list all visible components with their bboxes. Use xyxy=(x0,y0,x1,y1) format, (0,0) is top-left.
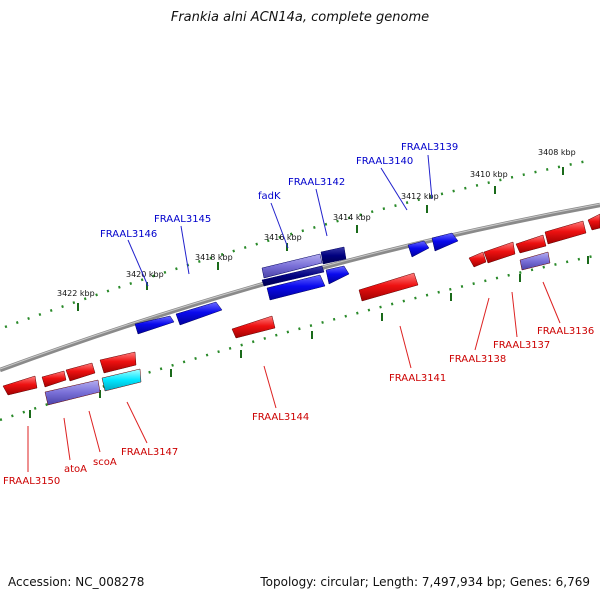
accession-text: Accession: NC_008278 xyxy=(8,575,145,589)
gene-arrow-FRAAL3136-b[interactable] xyxy=(544,220,587,245)
scale-label-3414: 3414 kbp xyxy=(333,213,371,222)
gene-arrow-atoA-red[interactable] xyxy=(65,362,96,382)
forward-leader-lines xyxy=(127,154,433,287)
gene-arrow-atoA[interactable] xyxy=(44,379,101,406)
reverse-leader-lines xyxy=(27,281,561,472)
gene-arrow-FRAAL3140[interactable] xyxy=(407,240,430,258)
gene-arrow-FRAAL3142[interactable] xyxy=(266,274,326,301)
genome-summary-text: Topology: circular; Length: 7,497,934 bp… xyxy=(260,575,590,589)
gene-arrow-FRAAL3150-b[interactable] xyxy=(41,370,67,388)
gene-arrow-FRAAL3136-c[interactable] xyxy=(587,213,600,231)
scale-label-3418: 3418 kbp xyxy=(195,253,233,262)
gene-arrow-FRAAL3150[interactable] xyxy=(2,375,38,396)
map-title: Frankia alni ACN14a, complete genome xyxy=(170,10,430,25)
gene-arrow-FRAAL3137[interactable] xyxy=(483,241,516,264)
gene-arrow-scoA-red[interactable] xyxy=(99,351,137,374)
scale-label-3408: 3408 kbp xyxy=(538,148,576,157)
gene-arrow-FRAAL3147[interactable] xyxy=(101,368,142,392)
gene-arrow-FRAAL3142-b[interactable] xyxy=(325,265,350,285)
gene-arrow-FRAAL3145[interactable] xyxy=(175,301,223,326)
gene-arrow-FRAAL3146[interactable] xyxy=(134,315,175,335)
gene-label-FRAAL3141[interactable]: FRAAL3141 xyxy=(389,373,446,384)
scale-label-3412: 3412 kbp xyxy=(401,192,439,201)
gene-label-FRAAL3136[interactable]: FRAAL3136 xyxy=(537,326,594,337)
gene-label-FRAAL3139[interactable]: FRAAL3139 xyxy=(401,142,458,153)
gene-label-scoA[interactable]: scoA xyxy=(93,457,117,468)
gene-arrow-fadK-lower[interactable] xyxy=(261,265,325,287)
gene-arrow-FRAAL3138[interactable] xyxy=(468,251,487,268)
gene-label-FRAAL3142[interactable]: FRAAL3142 xyxy=(288,177,345,188)
gene-arrow-FRAAL3137-purple[interactable] xyxy=(519,251,551,271)
gene-label-fadK[interactable]: fadK xyxy=(258,191,281,202)
gene-label-FRAAL3147[interactable]: FRAAL3147 xyxy=(121,447,178,458)
gene-arrow-FRAAL3142-upper[interactable] xyxy=(320,246,347,265)
scale-label-3416: 3416 kbp xyxy=(264,233,302,242)
scale-label-3420: 3420 kbp xyxy=(126,270,164,279)
gene-label-FRAAL3150[interactable]: FRAAL3150 xyxy=(3,476,60,487)
gene-label-atoA[interactable]: atoA xyxy=(64,464,87,475)
gene-arrow-FRAAL3136-a[interactable] xyxy=(515,234,547,254)
gene-arrow-FRAAL3139[interactable] xyxy=(431,232,459,252)
scale-label-3410: 3410 kbp xyxy=(470,170,508,179)
gene-label-FRAAL3145[interactable]: FRAAL3145 xyxy=(154,214,211,225)
gene-label-FRAAL3138[interactable]: FRAAL3138 xyxy=(449,354,506,365)
forward-major-ticks xyxy=(77,167,564,311)
gene-label-FRAAL3146[interactable]: FRAAL3146 xyxy=(100,229,157,240)
gene-label-FRAAL3137[interactable]: FRAAL3137 xyxy=(493,340,550,351)
gene-arrow-fadK-upper[interactable] xyxy=(261,253,323,279)
reverse-gene-arrows xyxy=(2,213,600,406)
gene-arrow-FRAAL3141[interactable] xyxy=(358,272,419,302)
gene-arrow-FRAAL3144[interactable] xyxy=(231,315,276,339)
gene-label-FRAAL3144[interactable]: FRAAL3144 xyxy=(252,412,309,423)
gene-label-FRAAL3140[interactable]: FRAAL3140 xyxy=(356,156,413,167)
scale-label-3422: 3422 kbp xyxy=(57,289,95,298)
forward-gene-arrows xyxy=(134,232,459,335)
reverse-major-ticks xyxy=(29,256,589,418)
reverse-tick-track xyxy=(0,253,599,422)
